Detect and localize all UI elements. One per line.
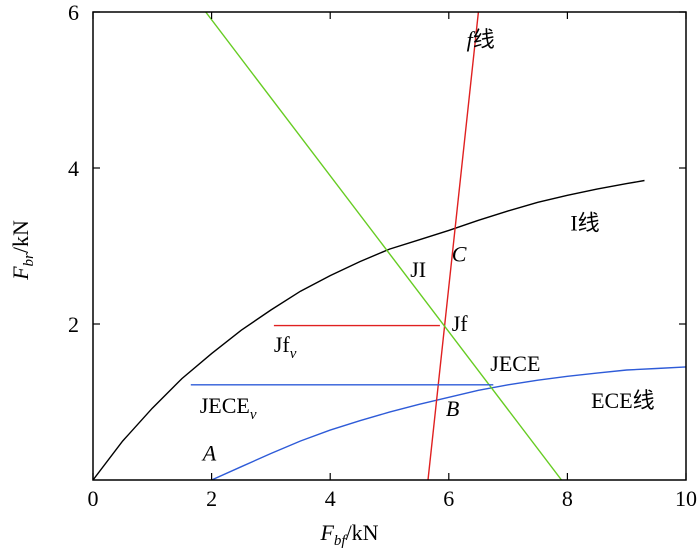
y-axis-title-unit: /kN bbox=[8, 220, 33, 253]
series-line-3 bbox=[205, 12, 563, 480]
ticks-layer: 0 2 4 6 8 10 2 4 6 bbox=[68, 0, 697, 511]
y-tick-label: 4 bbox=[68, 156, 79, 181]
x-tick-label: 4 bbox=[325, 486, 336, 511]
annotation-ji: JI bbox=[410, 257, 426, 282]
annotation-f-line: f线 bbox=[467, 27, 495, 52]
x-tick-label: 6 bbox=[443, 486, 454, 511]
y-axis-title: Fbr/kN bbox=[8, 220, 37, 281]
x-axis-title-unit: /kN bbox=[346, 520, 379, 545]
y-axis-title-sub: br bbox=[21, 253, 37, 267]
x-axis-title-main: F bbox=[319, 520, 334, 545]
x-tick-label: 10 bbox=[675, 486, 697, 511]
annotation-layer: f线 I线 ECE线 JECE JECEv Jf Jfv JI A B C bbox=[200, 27, 655, 465]
annotation-jece: JECE bbox=[490, 351, 540, 376]
x-tick-label: 8 bbox=[562, 486, 573, 511]
annotation-point-a: A bbox=[201, 441, 217, 466]
annotation-i-line: I线 bbox=[570, 210, 599, 235]
x-axis-title-sub: bf bbox=[334, 533, 348, 549]
annotation-point-b: B bbox=[446, 396, 459, 421]
annotation-jf: Jf bbox=[452, 311, 469, 336]
annotation-jece-v: JECEv bbox=[200, 393, 257, 423]
annotation-ece-line: ECE线 bbox=[591, 388, 655, 413]
y-tick-label: 6 bbox=[68, 0, 79, 25]
series-layer bbox=[93, 12, 686, 480]
x-tick-label: 0 bbox=[88, 486, 99, 511]
series-line-0 bbox=[93, 179, 645, 480]
plot-frame bbox=[92, 11, 687, 481]
annotation-jf-v: Jfv bbox=[274, 332, 297, 362]
y-tick-label: 2 bbox=[68, 312, 79, 337]
x-tick-label: 2 bbox=[206, 486, 217, 511]
series-line-1 bbox=[211, 366, 686, 480]
series-line-2 bbox=[427, 12, 480, 480]
y-axis-title-main: F bbox=[8, 266, 33, 281]
annotation-point-c: C bbox=[452, 242, 467, 267]
x-axis-title: Fbf/kN bbox=[319, 520, 378, 549]
